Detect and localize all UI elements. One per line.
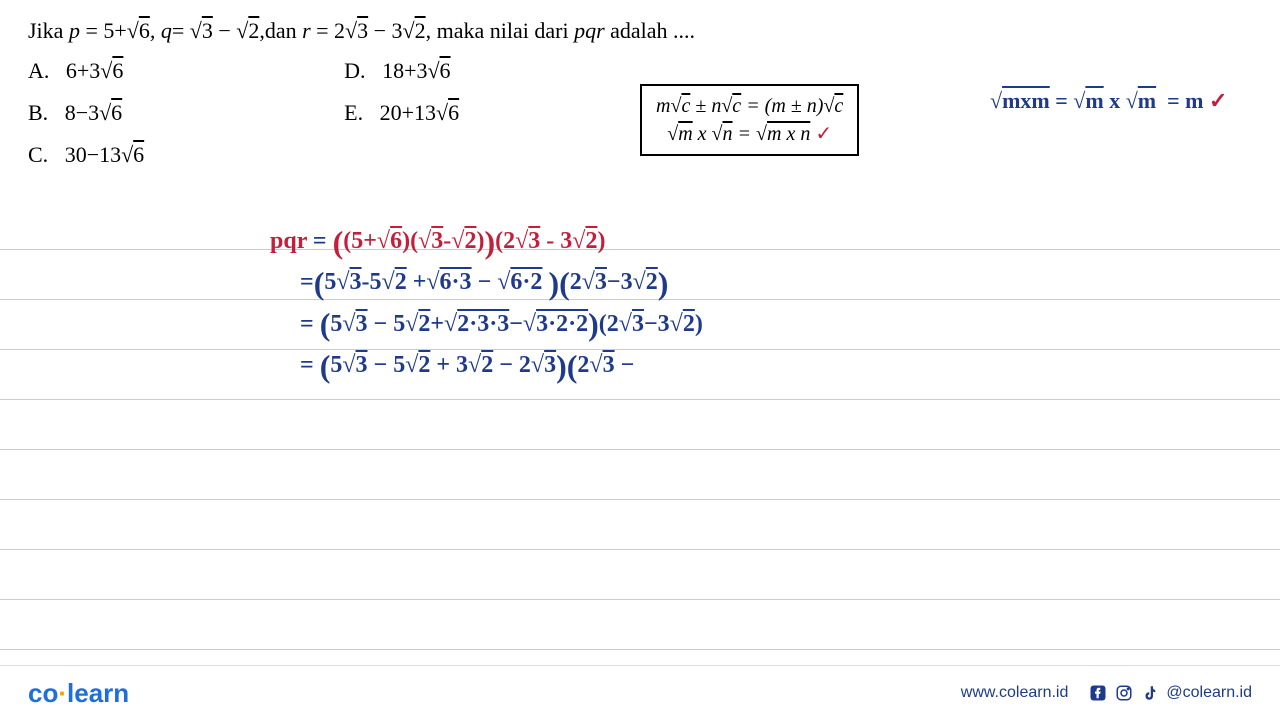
expr-2b: 2√3−3√2 [570, 269, 658, 295]
q-q: , q [150, 18, 172, 43]
ruled-line [0, 450, 1280, 500]
work-area: pqr = ((5+√6)(√3-√2))(2√3 - 3√2) =(5√3-5… [270, 228, 703, 393]
ruled-line [0, 550, 1280, 600]
q-p: p [69, 18, 80, 43]
ruled-line [0, 400, 1280, 450]
expr-1b: (2√3 - 3√2) [495, 228, 605, 254]
expr-2: 5√3-5√2 +√6·3 − √6·2 [324, 269, 548, 295]
option-a-label: A. [28, 58, 49, 83]
check-icon: ✓ [1209, 88, 1227, 113]
q-r: r [302, 18, 311, 43]
q-pqr: pqr [574, 18, 605, 43]
logo-co: co [28, 678, 58, 708]
q-ending: adalah .... [605, 18, 695, 43]
eq-3: = [300, 311, 314, 337]
option-d-label: D. [344, 58, 365, 83]
tiktok-icon [1140, 683, 1160, 703]
q-prefix: Jika [28, 18, 69, 43]
ruled-line [0, 500, 1280, 550]
check-icon: ✓ [815, 123, 832, 145]
social-links: @colearn.id [1088, 683, 1252, 703]
instagram-icon [1114, 683, 1134, 703]
q-sep: ,dan [259, 18, 302, 43]
footer-right: www.colearn.id @colearn.id [961, 683, 1252, 703]
expr-3b: (2√3−3√2) [599, 311, 703, 337]
ruled-line [0, 600, 1280, 650]
expr-3: 5√3 − 5√2+√2·3·3−√3·2·2 [330, 311, 588, 337]
logo-learn: learn [67, 678, 129, 708]
options-col-2: D. 18+3√6 E. 20+13√6 [344, 58, 459, 168]
logo: co·learn [28, 678, 129, 709]
option-d-value: 18+3√6 [382, 58, 450, 83]
facebook-icon [1088, 683, 1108, 703]
option-e-value: 20+13√6 [380, 100, 459, 125]
option-b: B. 8−3√6 [28, 100, 144, 126]
option-a-value: 6+3√6 [66, 58, 123, 83]
option-e: E. 20+13√6 [344, 100, 459, 126]
options-col-1: A. 6+3√6 B. 8−3√6 C. 30−13√6 [28, 58, 144, 168]
work-line-4: = (5√3 − 5√2 + 3√2 − 2√3)(2√3 − [270, 352, 703, 379]
pqr-label: pqr [270, 228, 307, 254]
eq-1: = [307, 228, 333, 254]
question-text: Jika p = 5+√6, q= √3 − √2,dan r = 2√3 − … [28, 18, 1252, 44]
option-c-label: C. [28, 142, 48, 167]
social-handle: @colearn.id [1166, 684, 1252, 702]
formula-line-2: √m x √n = √m x n ✓ [656, 120, 843, 148]
eq-4: = [300, 352, 314, 378]
q-rexpr: = 2√3 − 3√2 [311, 18, 426, 43]
option-e-label: E. [344, 100, 363, 125]
logo-dot: · [58, 678, 67, 708]
footer: co·learn www.colearn.id @colearn.id [0, 665, 1280, 720]
option-c: C. 30−13√6 [28, 142, 144, 168]
eq-2: = [300, 269, 314, 295]
expr-4b: 2√3 − [577, 352, 646, 378]
formula-line-1: m√c ± n√c = (m ± n)√c [656, 92, 843, 120]
q-suffix: , maka nilai dari [426, 18, 574, 43]
option-a: A. 6+3√6 [28, 58, 144, 84]
work-line-1: pqr = ((5+√6)(√3-√2))(2√3 - 3√2) [270, 228, 703, 255]
option-b-value: 8−3√6 [65, 100, 122, 125]
option-d: D. 18+3√6 [344, 58, 459, 84]
work-line-2: =(5√3-5√2 +√6·3 − √6·2 )(2√3−3√2) [270, 269, 703, 296]
option-c-value: 30−13√6 [65, 142, 144, 167]
expr-4: 5√3 − 5√2 + 3√2 − 2√3 [330, 352, 556, 378]
side-formula: √mxm = √m x √m = m ✓ [990, 88, 1227, 114]
option-b-label: B. [28, 100, 48, 125]
website-url: www.colearn.id [961, 684, 1069, 702]
work-line-3: = (5√3 − 5√2+√2·3·3−√3·2·2)(2√3−3√2) [270, 311, 703, 338]
expr-1a: (5+√6)(√3-√2) [343, 228, 484, 254]
q-pexpr: = 5+√6 [80, 18, 150, 43]
formula-box: m√c ± n√c = (m ± n)√c √m x √n = √m x n ✓ [640, 84, 859, 156]
q-qexpr: = √3 − √2 [172, 18, 259, 43]
